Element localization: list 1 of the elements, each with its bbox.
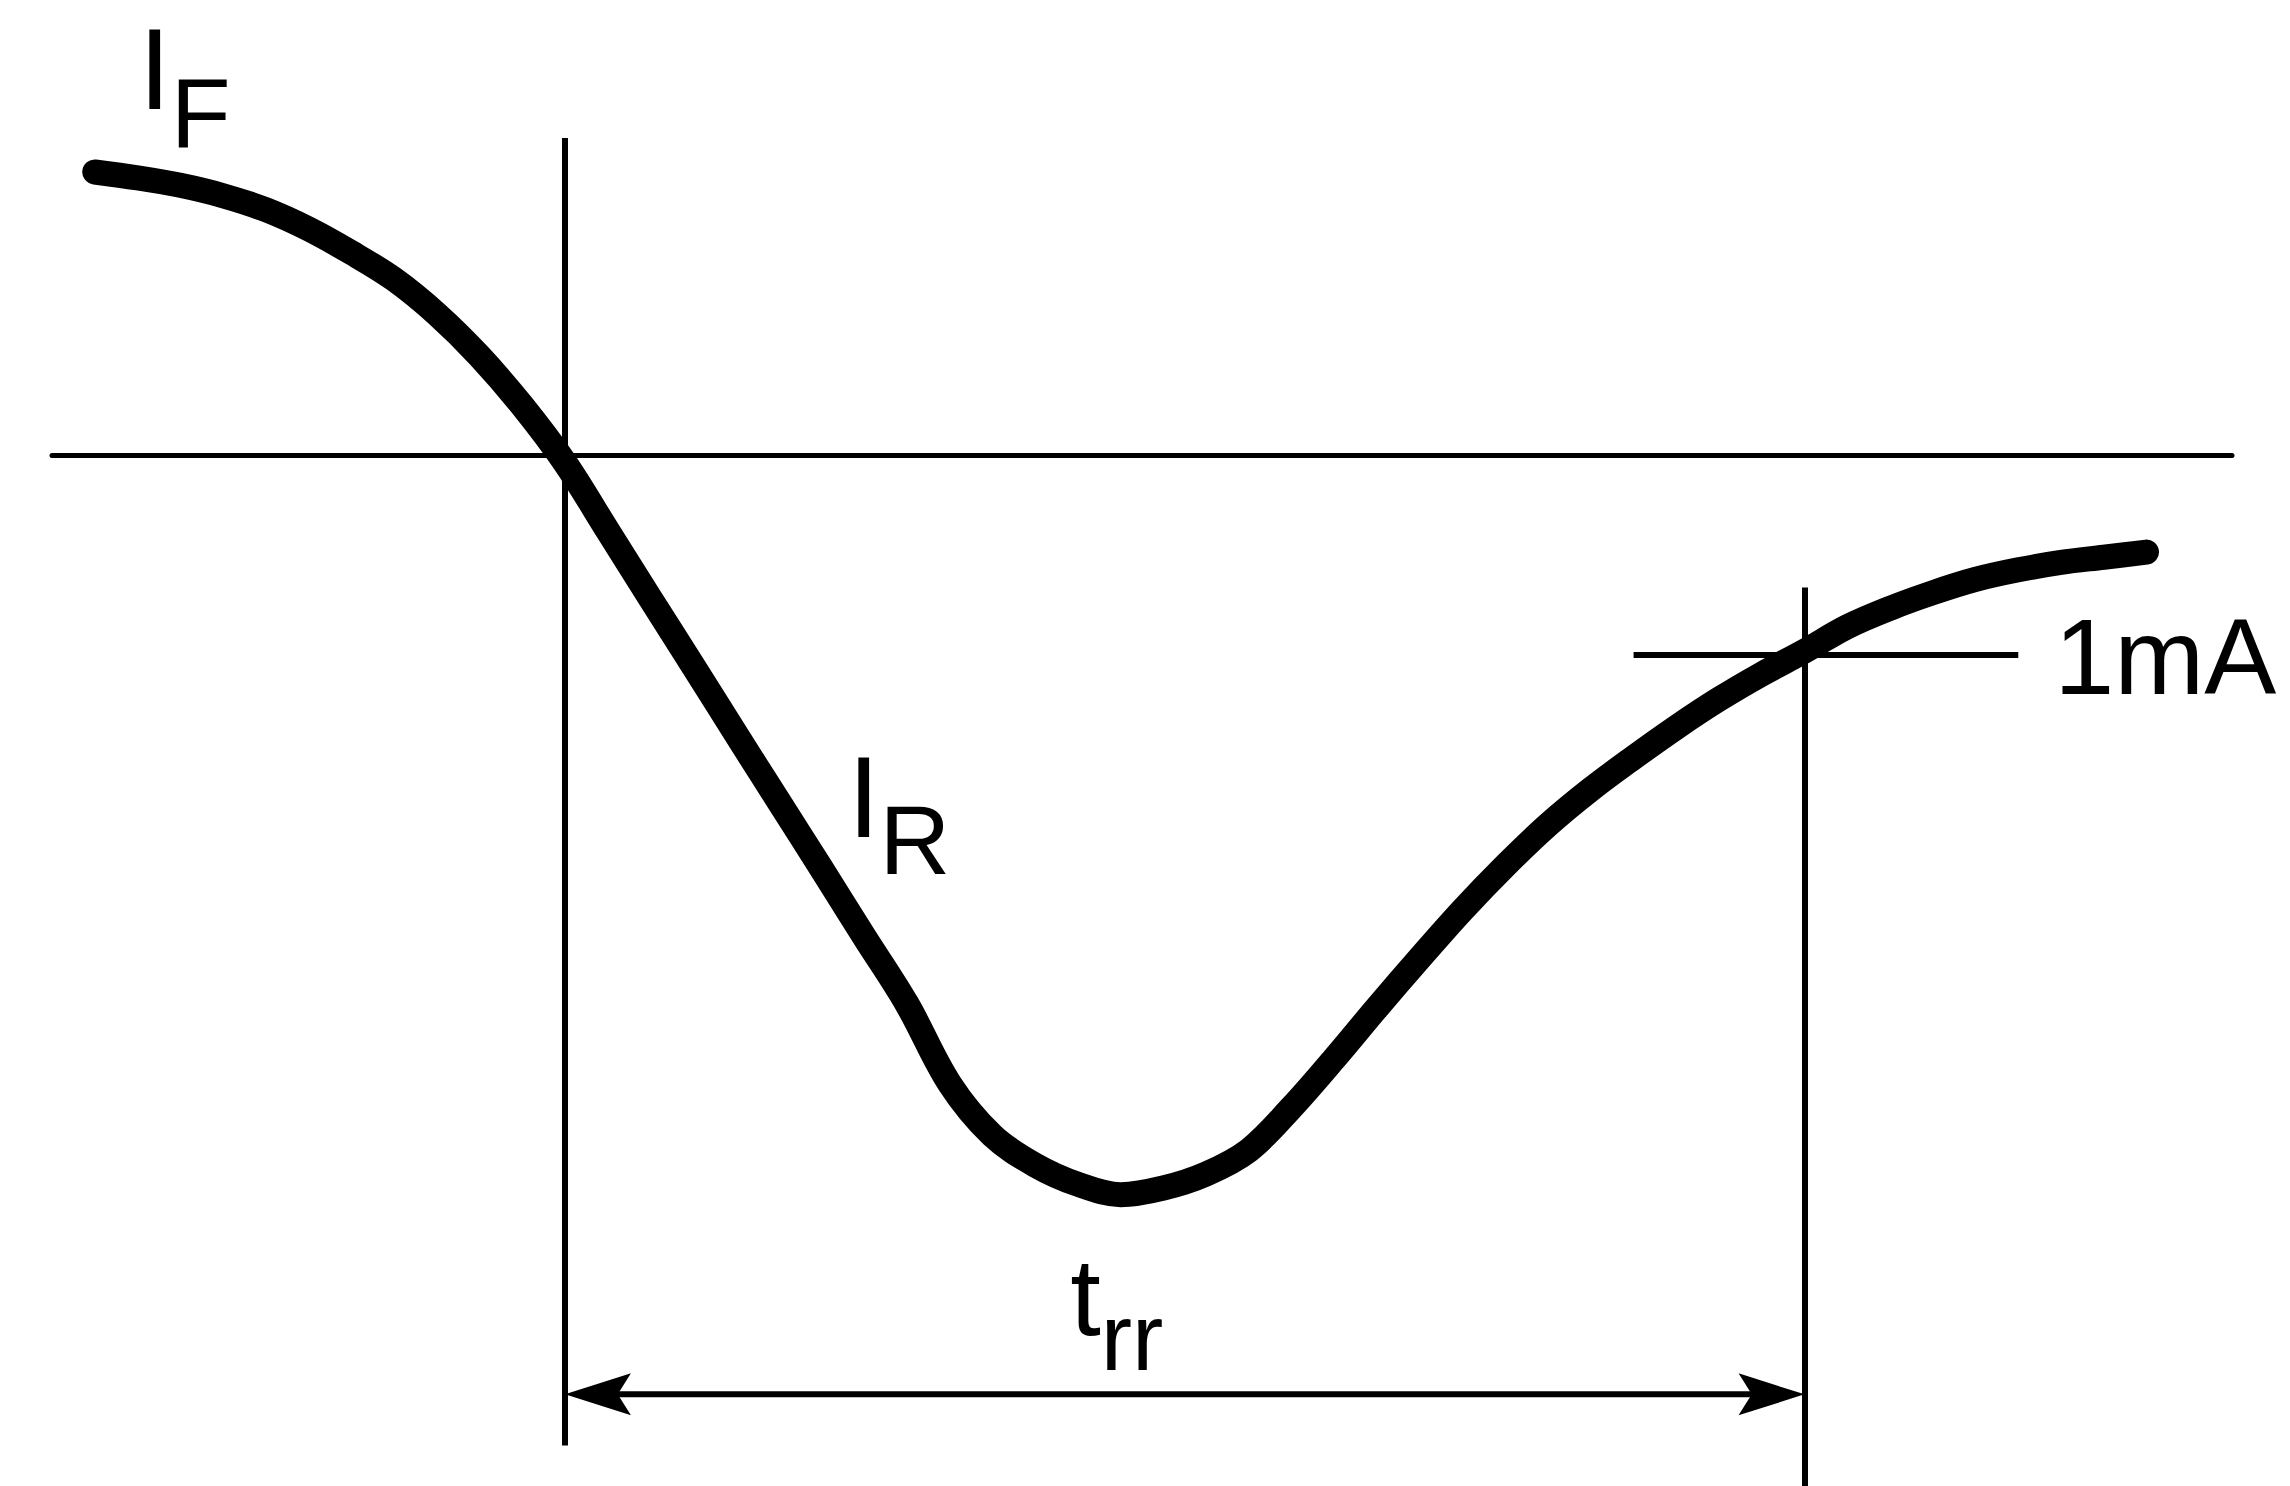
ref-line-label: 1mA: [2054, 596, 2277, 718]
